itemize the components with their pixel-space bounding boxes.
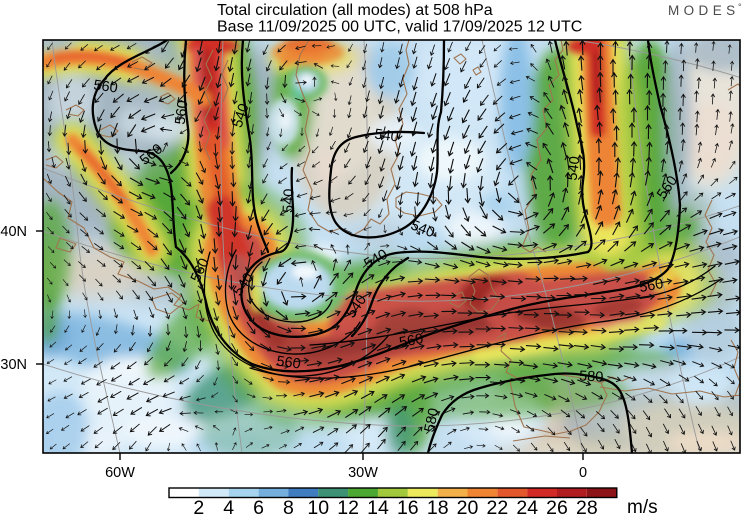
- svg-text:540: 540: [373, 126, 399, 145]
- svg-text:8: 8: [283, 497, 294, 516]
- svg-text:m/s: m/s: [627, 497, 658, 516]
- svg-text:18: 18: [427, 497, 449, 516]
- svg-text:10: 10: [307, 497, 329, 516]
- svg-text:560: 560: [398, 331, 425, 351]
- svg-text:12: 12: [337, 497, 359, 516]
- svg-text:580: 580: [579, 368, 604, 385]
- svg-text:14: 14: [367, 497, 389, 516]
- svg-text:Total circulation (all modes): Total circulation (all modes) at 508 hPa: [217, 2, 493, 19]
- svg-text:0: 0: [579, 465, 587, 481]
- svg-text:580: 580: [422, 407, 443, 434]
- svg-text:6: 6: [253, 497, 264, 516]
- svg-text:2: 2: [193, 497, 204, 516]
- svg-text:Base 11/09/2025 00 UTC, valid: Base 11/09/2025 00 UTC, valid 17/09/2025…: [217, 18, 582, 35]
- svg-text:560: 560: [275, 353, 301, 372]
- svg-text:22: 22: [487, 497, 509, 516]
- svg-text:40N: 40N: [0, 224, 27, 240]
- svg-text:540: 540: [564, 155, 583, 181]
- svg-text:24: 24: [516, 497, 538, 516]
- svg-text:4: 4: [223, 497, 234, 516]
- svg-text:20: 20: [457, 497, 479, 516]
- svg-text:560: 560: [173, 100, 192, 126]
- svg-text:26: 26: [546, 497, 568, 516]
- svg-text:MODES: MODES: [668, 3, 740, 18]
- svg-text:16: 16: [397, 497, 419, 516]
- svg-text:30N: 30N: [0, 357, 27, 373]
- svg-text:28: 28: [576, 497, 598, 516]
- svg-text:30W: 30W: [348, 465, 378, 481]
- svg-text:540: 540: [230, 102, 253, 130]
- svg-text:560: 560: [92, 77, 118, 96]
- svg-text:560: 560: [638, 276, 665, 296]
- svg-text:°: °: [738, 2, 742, 12]
- svg-text:60W: 60W: [105, 465, 135, 481]
- svg-text:540: 540: [280, 188, 297, 213]
